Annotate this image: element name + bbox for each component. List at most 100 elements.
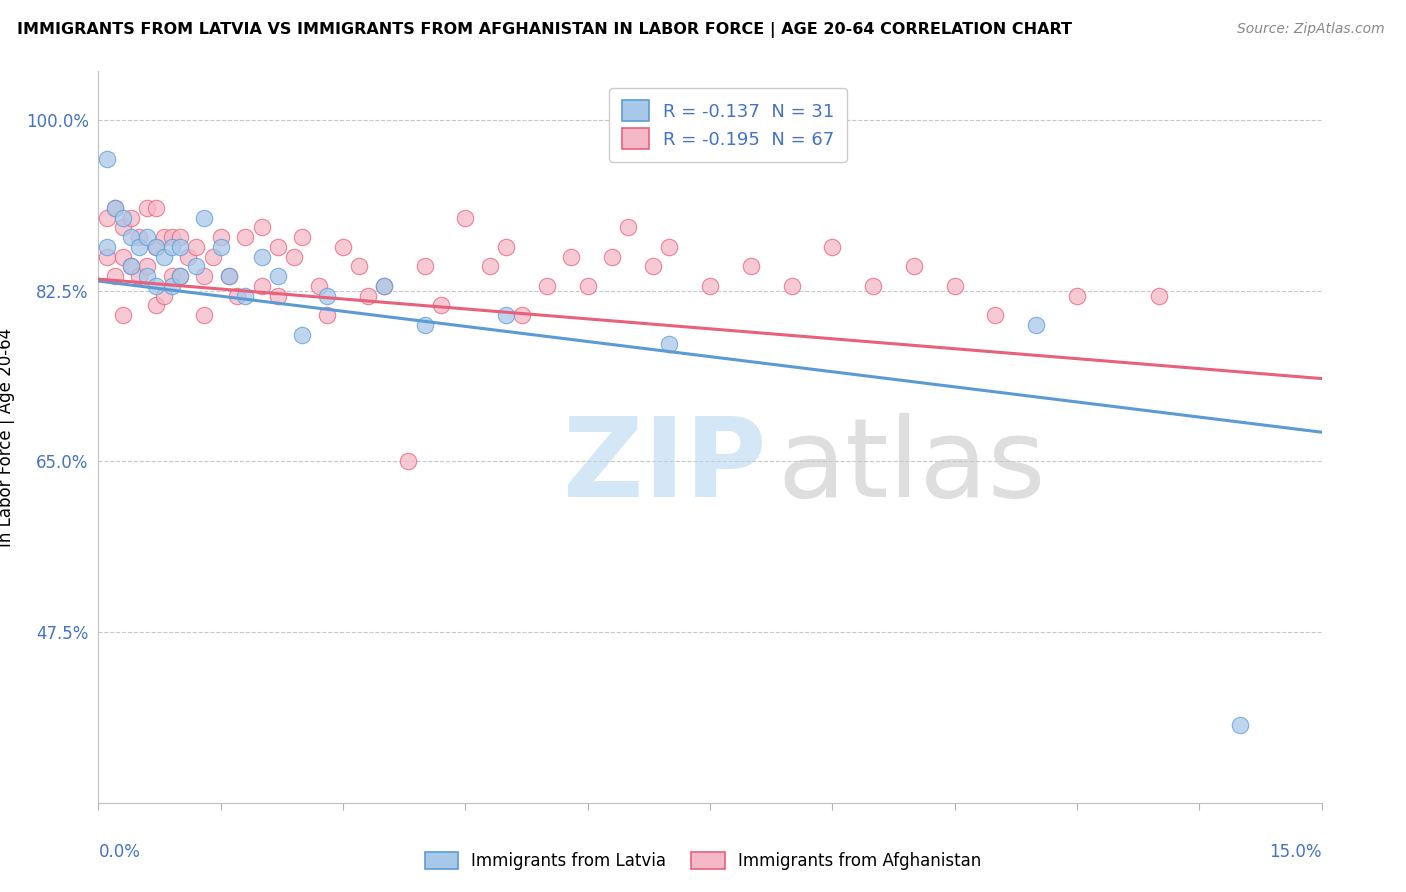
Legend: R = -0.137  N = 31, R = -0.195  N = 67: R = -0.137 N = 31, R = -0.195 N = 67 bbox=[609, 87, 846, 162]
Point bbox=[1025, 318, 1047, 332]
Point bbox=[96, 240, 118, 254]
Point bbox=[128, 269, 150, 284]
Point bbox=[356, 288, 378, 302]
Point bbox=[560, 250, 582, 264]
Point bbox=[169, 240, 191, 254]
Point bbox=[193, 308, 215, 322]
Point bbox=[396, 454, 419, 468]
Point bbox=[233, 288, 256, 302]
Point bbox=[160, 279, 183, 293]
Point bbox=[413, 260, 436, 274]
Point bbox=[250, 279, 273, 293]
Text: 0.0%: 0.0% bbox=[98, 843, 141, 861]
Point bbox=[169, 230, 191, 244]
Point bbox=[120, 211, 142, 225]
Point bbox=[862, 279, 884, 293]
Point bbox=[780, 279, 803, 293]
Point bbox=[145, 240, 167, 254]
Point bbox=[943, 279, 966, 293]
Point bbox=[169, 269, 191, 284]
Point bbox=[193, 211, 215, 225]
Point bbox=[315, 288, 337, 302]
Point bbox=[430, 298, 453, 312]
Point bbox=[128, 240, 150, 254]
Point bbox=[218, 269, 240, 284]
Point bbox=[96, 211, 118, 225]
Point bbox=[658, 240, 681, 254]
Point bbox=[315, 308, 337, 322]
Point bbox=[413, 318, 436, 332]
Point bbox=[201, 250, 224, 264]
Text: atlas: atlas bbox=[778, 413, 1046, 520]
Point bbox=[96, 250, 118, 264]
Point bbox=[821, 240, 844, 254]
Point bbox=[291, 230, 314, 244]
Point bbox=[193, 269, 215, 284]
Point bbox=[111, 220, 134, 235]
Point bbox=[145, 298, 167, 312]
Point bbox=[349, 260, 371, 274]
Point bbox=[617, 220, 640, 235]
Y-axis label: In Labor Force | Age 20-64: In Labor Force | Age 20-64 bbox=[0, 327, 14, 547]
Point bbox=[209, 230, 232, 244]
Point bbox=[1066, 288, 1088, 302]
Text: 15.0%: 15.0% bbox=[1270, 843, 1322, 861]
Point bbox=[267, 288, 290, 302]
Point bbox=[291, 327, 314, 342]
Point bbox=[226, 288, 249, 302]
Point bbox=[600, 250, 623, 264]
Point bbox=[478, 260, 501, 274]
Point bbox=[454, 211, 477, 225]
Point bbox=[111, 250, 134, 264]
Point bbox=[250, 250, 273, 264]
Point bbox=[104, 201, 127, 215]
Text: Source: ZipAtlas.com: Source: ZipAtlas.com bbox=[1237, 22, 1385, 37]
Point bbox=[332, 240, 354, 254]
Point bbox=[1229, 718, 1251, 732]
Point bbox=[308, 279, 330, 293]
Point bbox=[495, 240, 517, 254]
Point bbox=[903, 260, 925, 274]
Point bbox=[136, 201, 159, 215]
Point bbox=[641, 260, 664, 274]
Point bbox=[373, 279, 395, 293]
Point bbox=[104, 201, 127, 215]
Point bbox=[177, 250, 200, 264]
Point bbox=[160, 240, 183, 254]
Point bbox=[120, 230, 142, 244]
Point bbox=[104, 269, 127, 284]
Point bbox=[136, 230, 159, 244]
Point bbox=[576, 279, 599, 293]
Point bbox=[186, 240, 208, 254]
Point bbox=[218, 269, 240, 284]
Point bbox=[186, 260, 208, 274]
Point bbox=[512, 308, 534, 322]
Point bbox=[169, 269, 191, 284]
Point bbox=[152, 288, 174, 302]
Point bbox=[160, 269, 183, 284]
Point bbox=[152, 250, 174, 264]
Point bbox=[699, 279, 721, 293]
Point bbox=[120, 260, 142, 274]
Point bbox=[536, 279, 558, 293]
Point bbox=[495, 308, 517, 322]
Point bbox=[111, 308, 134, 322]
Point bbox=[267, 269, 290, 284]
Point bbox=[658, 337, 681, 351]
Point bbox=[145, 240, 167, 254]
Point bbox=[111, 211, 134, 225]
Point bbox=[233, 230, 256, 244]
Point bbox=[136, 260, 159, 274]
Point bbox=[984, 308, 1007, 322]
Point bbox=[267, 240, 290, 254]
Point bbox=[209, 240, 232, 254]
Point bbox=[120, 260, 142, 274]
Point bbox=[160, 230, 183, 244]
Point bbox=[283, 250, 305, 264]
Text: ZIP: ZIP bbox=[564, 413, 766, 520]
Text: IMMIGRANTS FROM LATVIA VS IMMIGRANTS FROM AFGHANISTAN IN LABOR FORCE | AGE 20-64: IMMIGRANTS FROM LATVIA VS IMMIGRANTS FRO… bbox=[17, 22, 1071, 38]
Point bbox=[373, 279, 395, 293]
Point bbox=[136, 269, 159, 284]
Point bbox=[145, 201, 167, 215]
Point bbox=[250, 220, 273, 235]
